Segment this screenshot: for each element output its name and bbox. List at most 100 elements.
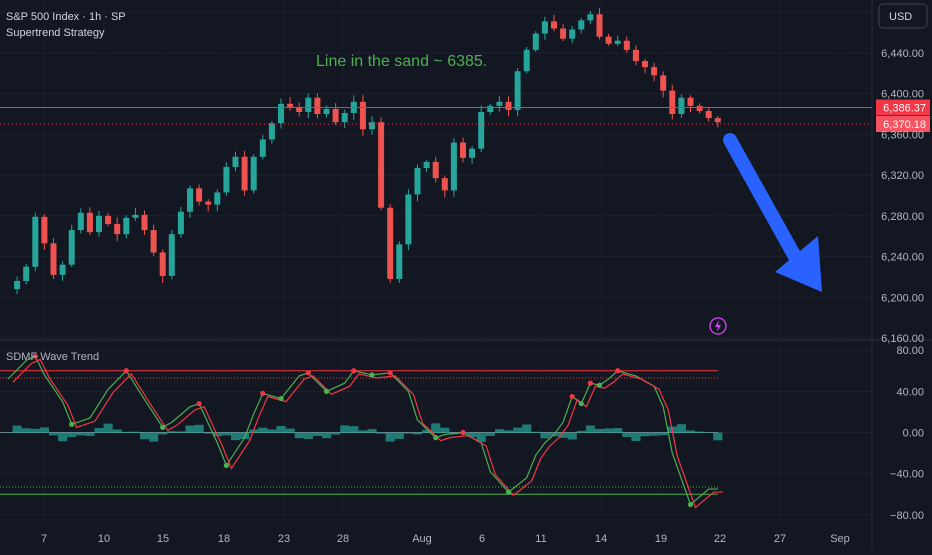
candle-body	[96, 215, 102, 233]
candle-body	[687, 97, 694, 106]
wave-cross-dot	[460, 429, 466, 436]
osc-histogram-bar	[312, 432, 322, 436]
candle-body	[669, 90, 676, 115]
osc-histogram-bar	[49, 432, 59, 436]
osc-histogram-bar	[476, 432, 486, 442]
osc-histogram-bar	[704, 432, 714, 433]
candle-body	[241, 156, 248, 191]
secondary-price-badge	[876, 116, 930, 133]
time-tick-label: 7	[41, 533, 47, 545]
osc-histogram-bar	[30, 428, 40, 433]
osc-histogram-bar	[595, 428, 605, 433]
osc-histogram-bar	[149, 432, 159, 442]
osc-histogram-bar	[376, 432, 386, 434]
osc-histogram-bar	[349, 426, 359, 433]
candle-body	[187, 188, 193, 212]
line-in-the-sand-annotation: Line in the sand ~ 6385.	[316, 53, 487, 70]
osc-histogram-bar	[185, 425, 195, 433]
lightning-bolt-icon[interactable]	[709, 317, 727, 335]
price-tick-label: 6,440.00	[881, 48, 924, 60]
candle-body	[596, 14, 603, 37]
candle-body	[177, 211, 184, 235]
candle-body	[487, 105, 494, 112]
currency-button-label[interactable]: USD	[889, 11, 912, 23]
osc-histogram-bar	[231, 432, 241, 441]
candle-body	[341, 113, 348, 123]
candle-body	[23, 266, 30, 281]
candle-body	[532, 33, 539, 50]
osc-tick-label: 80.00	[896, 345, 924, 357]
osc-histogram-bar	[167, 431, 177, 433]
candle-body	[141, 214, 148, 231]
osc-histogram-bar	[676, 424, 686, 433]
candle-body	[514, 71, 521, 110]
candle-body	[541, 21, 548, 34]
time-tick-label: 6	[479, 533, 485, 545]
candle-body	[441, 178, 448, 191]
time-tick-label: 23	[278, 533, 290, 545]
candle-body	[405, 194, 412, 245]
candle-body	[123, 217, 130, 235]
osc-histogram-bar	[394, 432, 404, 439]
wave-cross-dot	[123, 368, 129, 374]
osc-histogram-bar	[485, 432, 495, 436]
candle-body	[714, 118, 721, 123]
wave-cross-dot	[587, 380, 594, 386]
wave-trend-line-fast	[7, 355, 718, 506]
candle-body	[414, 167, 421, 195]
osc-histogram-bar	[576, 430, 586, 433]
wave-cross-dot	[32, 353, 38, 359]
osc-histogram-bar	[12, 425, 22, 433]
osc-histogram-bar	[85, 432, 95, 436]
osc-histogram-bar	[221, 432, 231, 436]
osc-histogram-bar	[413, 432, 423, 435]
time-tick-label: 19	[655, 533, 667, 545]
osc-histogram-bar	[567, 432, 577, 440]
price-tick-label: 6,320.00	[881, 170, 924, 182]
wave-cross-dot	[578, 401, 584, 407]
osc-histogram-bar	[58, 432, 68, 442]
osc-tick-label: 0.00	[903, 428, 924, 440]
candle-body	[159, 252, 166, 276]
wave-cross-dot	[387, 370, 393, 376]
osc-histogram-bar	[422, 429, 432, 433]
last-price-badge	[876, 99, 930, 116]
candle-body	[696, 105, 703, 111]
candle-body	[560, 28, 567, 39]
osc-histogram-bar	[94, 427, 104, 433]
wave-cross-dot	[260, 390, 266, 397]
candle-body	[268, 123, 275, 140]
osc-histogram-bar	[340, 425, 350, 433]
time-tick-label: 14	[595, 533, 607, 545]
candle-body	[505, 101, 512, 110]
candle-body	[623, 40, 630, 50]
price-tick-label: 6,240.00	[881, 252, 924, 264]
time-tick-label: Sep	[830, 533, 850, 545]
price-level-label: 6,386.37	[883, 103, 926, 115]
wave-trend-line-slow	[12, 358, 723, 509]
osc-histogram-bar	[540, 432, 550, 439]
osc-tick-label: −80.00	[890, 510, 924, 522]
osc-histogram-bar	[322, 432, 332, 439]
candle-body	[369, 122, 375, 130]
candle-body	[296, 106, 303, 112]
candle-body	[678, 97, 685, 115]
price-tick-label: 6,160.00	[881, 333, 924, 345]
osc-histogram-bar	[649, 432, 659, 436]
osc-histogram-bar	[658, 432, 668, 436]
wave-cross-dot	[596, 382, 603, 388]
osc-histogram-bar	[294, 432, 304, 439]
wave-cross-dot	[69, 421, 75, 427]
osc-histogram-bar	[431, 423, 441, 433]
time-tick-label: 11	[535, 533, 546, 545]
currency-button[interactable]: USD	[878, 3, 928, 29]
candle-body	[478, 111, 485, 149]
osc-histogram-bar	[240, 432, 250, 440]
wave-cross-dot	[687, 501, 694, 508]
candle-body	[114, 223, 121, 235]
time-tick-label: 15	[157, 533, 169, 545]
osc-histogram-bar	[513, 427, 523, 433]
wave-cross-dot	[160, 424, 166, 430]
candle-body	[496, 101, 503, 106]
